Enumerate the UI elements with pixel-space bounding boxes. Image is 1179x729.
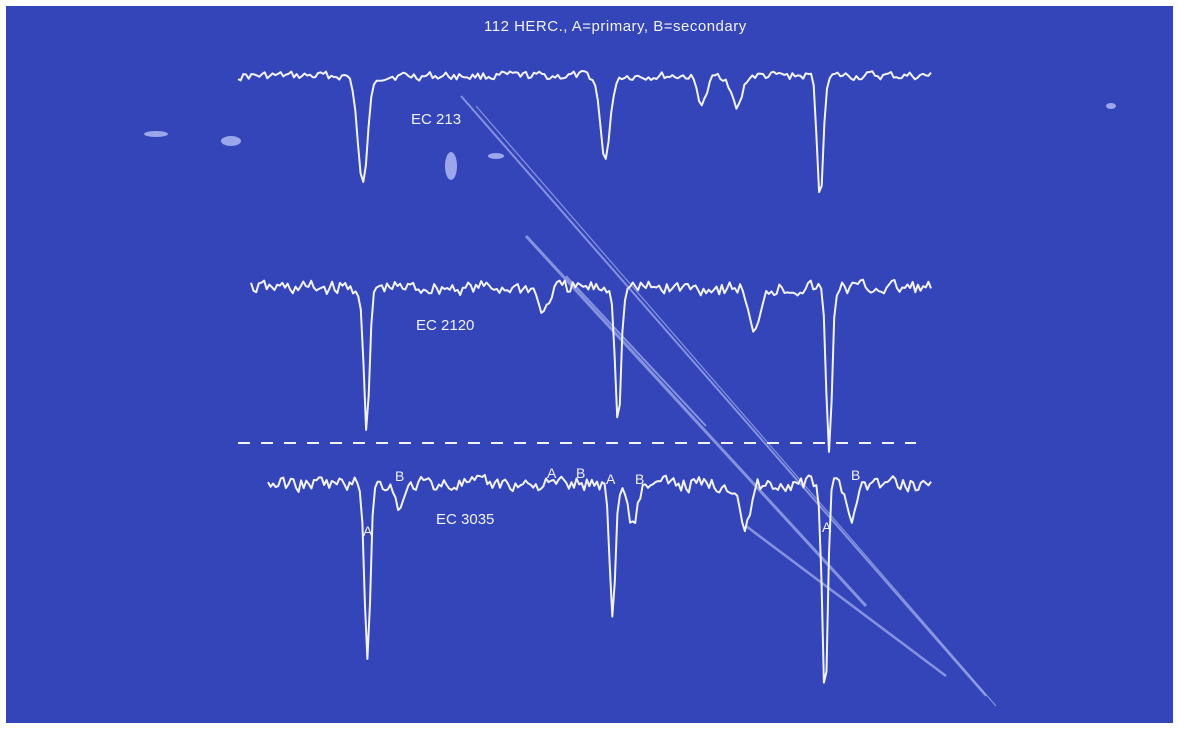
trace-label-ec-3035: EC 3035: [436, 511, 494, 528]
mark-primary-4: A: [822, 519, 832, 535]
scratch-3: [524, 234, 868, 608]
scratch-2: [475, 105, 997, 707]
mark-secondary-4: B: [851, 467, 860, 483]
smudge-5: [1106, 103, 1116, 109]
spectra-chart: 112 HERC., A=primary, B=secondary EC 213…: [144, 18, 1116, 707]
mark-secondary-3: B: [635, 471, 644, 487]
trace-line-1: [237, 70, 932, 194]
mark-primary-1: A: [363, 523, 373, 539]
trace-line-3: [267, 473, 932, 684]
smudge-1: [144, 131, 168, 137]
spectrogram-plate: 112 HERC., A=primary, B=secondary EC 213…: [6, 6, 1173, 723]
smudge-2: [221, 136, 241, 146]
scratch-1: [460, 95, 987, 697]
spectral-traces: [237, 70, 932, 684]
smudge-3: [445, 152, 457, 180]
chart-title: 112 HERC., A=primary, B=secondary: [484, 18, 747, 35]
scratch-4: [565, 275, 707, 427]
mark-primary-2: A: [547, 465, 557, 481]
trace-line-2: [250, 278, 932, 453]
trace-label-ec-2120: EC 2120: [416, 317, 474, 334]
plate-scratches: [144, 95, 1116, 707]
smudge-4: [488, 153, 504, 159]
mark-secondary-2: B: [576, 465, 585, 481]
trace-label-ec-213: EC 213: [411, 111, 461, 128]
scratch-5: [745, 525, 947, 677]
mark-secondary-1: B: [395, 468, 404, 484]
mark-primary-3: A: [606, 471, 616, 487]
